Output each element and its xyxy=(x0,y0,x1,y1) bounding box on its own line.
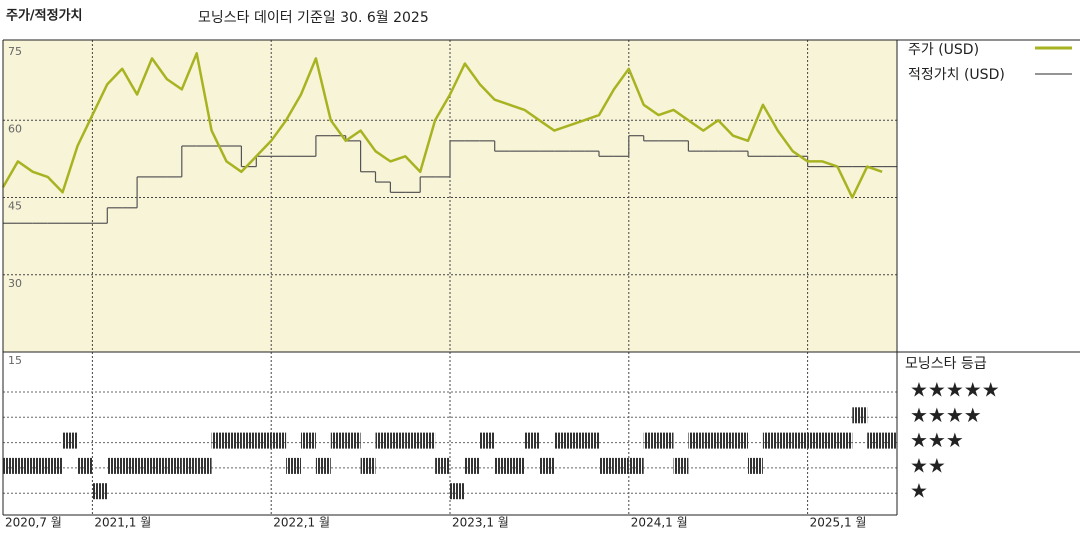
rating-bar xyxy=(62,432,78,449)
rating-bar xyxy=(390,432,406,449)
rating-bar xyxy=(315,457,331,474)
rating-bar xyxy=(494,457,510,474)
rating-bar xyxy=(658,432,674,449)
rating-bar xyxy=(703,432,719,449)
rating-bar xyxy=(47,457,63,474)
rating-bar xyxy=(166,457,182,474)
rating-bar xyxy=(777,432,793,449)
rating-bar xyxy=(152,457,167,474)
rating-bar xyxy=(241,432,257,449)
rating-bar xyxy=(181,457,197,474)
x-tick-label: 2020,7 월 xyxy=(5,516,62,530)
rating-bar xyxy=(435,457,450,474)
rating-bar xyxy=(286,457,301,474)
rating-bar xyxy=(718,432,734,449)
x-tick-label: 2024,1 월 xyxy=(631,516,688,530)
y-tick-label: 60 xyxy=(8,122,22,135)
rating-bar xyxy=(852,407,868,424)
rating-bar xyxy=(196,457,212,474)
rating-bar xyxy=(822,432,838,449)
rating-bar xyxy=(375,432,391,449)
rating-label: ★ xyxy=(910,479,928,503)
price-line xyxy=(1,52,883,199)
rating-bar xyxy=(3,457,18,474)
legend-label: 적정가치 (USD) xyxy=(908,67,1005,83)
rating-bar xyxy=(688,432,704,449)
rating-bar xyxy=(882,432,897,449)
rating-bar xyxy=(17,457,33,474)
x-tick-label: 2021,1 월 xyxy=(94,516,151,530)
rating-bar xyxy=(464,457,480,474)
x-tick-label: 2022,1 월 xyxy=(273,516,330,530)
y-tick-label: 45 xyxy=(8,200,22,213)
rating-bar xyxy=(748,457,763,474)
rating-bar xyxy=(569,432,585,449)
rating-bar xyxy=(643,432,659,449)
y-tick-label: 75 xyxy=(8,45,22,58)
rating-bar xyxy=(554,432,570,449)
rating-bar xyxy=(733,432,748,449)
y-tick-label: 30 xyxy=(8,277,22,290)
rating-bar xyxy=(584,432,599,449)
chart-subtitle: 모닝스타 데이터 기준일 30. 6월 2025 xyxy=(198,10,429,26)
rating-bar xyxy=(107,457,123,474)
rating-bar xyxy=(524,432,540,449)
y-tick-label: 15 xyxy=(8,354,22,367)
rating-bar xyxy=(599,457,614,474)
rating-label: ★★★★ xyxy=(910,403,982,427)
rating-bar xyxy=(77,457,93,474)
rating-bar xyxy=(539,457,555,474)
legend-label: 주가 (USD) xyxy=(908,42,979,58)
rating-bar xyxy=(360,457,376,474)
rating-bar xyxy=(345,432,361,449)
rating-bar xyxy=(673,457,689,474)
rating-bar xyxy=(405,432,421,449)
rating-bar xyxy=(271,432,287,449)
rating-title: 모닝스타 등급 xyxy=(905,356,987,372)
rating-bar xyxy=(301,432,316,449)
rating-label: ★★★★★ xyxy=(910,378,1000,402)
rating-bar xyxy=(32,457,48,474)
rating-bar xyxy=(762,432,778,449)
x-tick-label: 2023,1 월 xyxy=(452,516,509,530)
rating-bar xyxy=(122,457,138,474)
rating-bar xyxy=(226,432,242,449)
rating-bar xyxy=(211,432,227,449)
rating-label: ★★ xyxy=(910,453,946,477)
chart-title: 주가/적정가치 xyxy=(6,8,83,24)
rating-bar xyxy=(628,457,644,474)
rating-bar xyxy=(420,432,436,449)
rating-bar xyxy=(807,432,823,449)
rating-bar xyxy=(509,457,525,474)
rating-bar xyxy=(137,457,152,474)
x-tick-label: 2025,1 월 xyxy=(810,516,867,530)
rating-bar xyxy=(837,432,853,449)
rating-bar xyxy=(330,432,346,449)
rating-bar xyxy=(792,432,808,449)
rating-bar xyxy=(479,432,495,449)
rating-bar xyxy=(450,483,465,500)
rating-label: ★★★ xyxy=(910,428,964,452)
rating-bar xyxy=(613,457,629,474)
rating-bar xyxy=(867,432,883,449)
rating-bar xyxy=(256,432,272,449)
rating-bar xyxy=(92,483,108,500)
